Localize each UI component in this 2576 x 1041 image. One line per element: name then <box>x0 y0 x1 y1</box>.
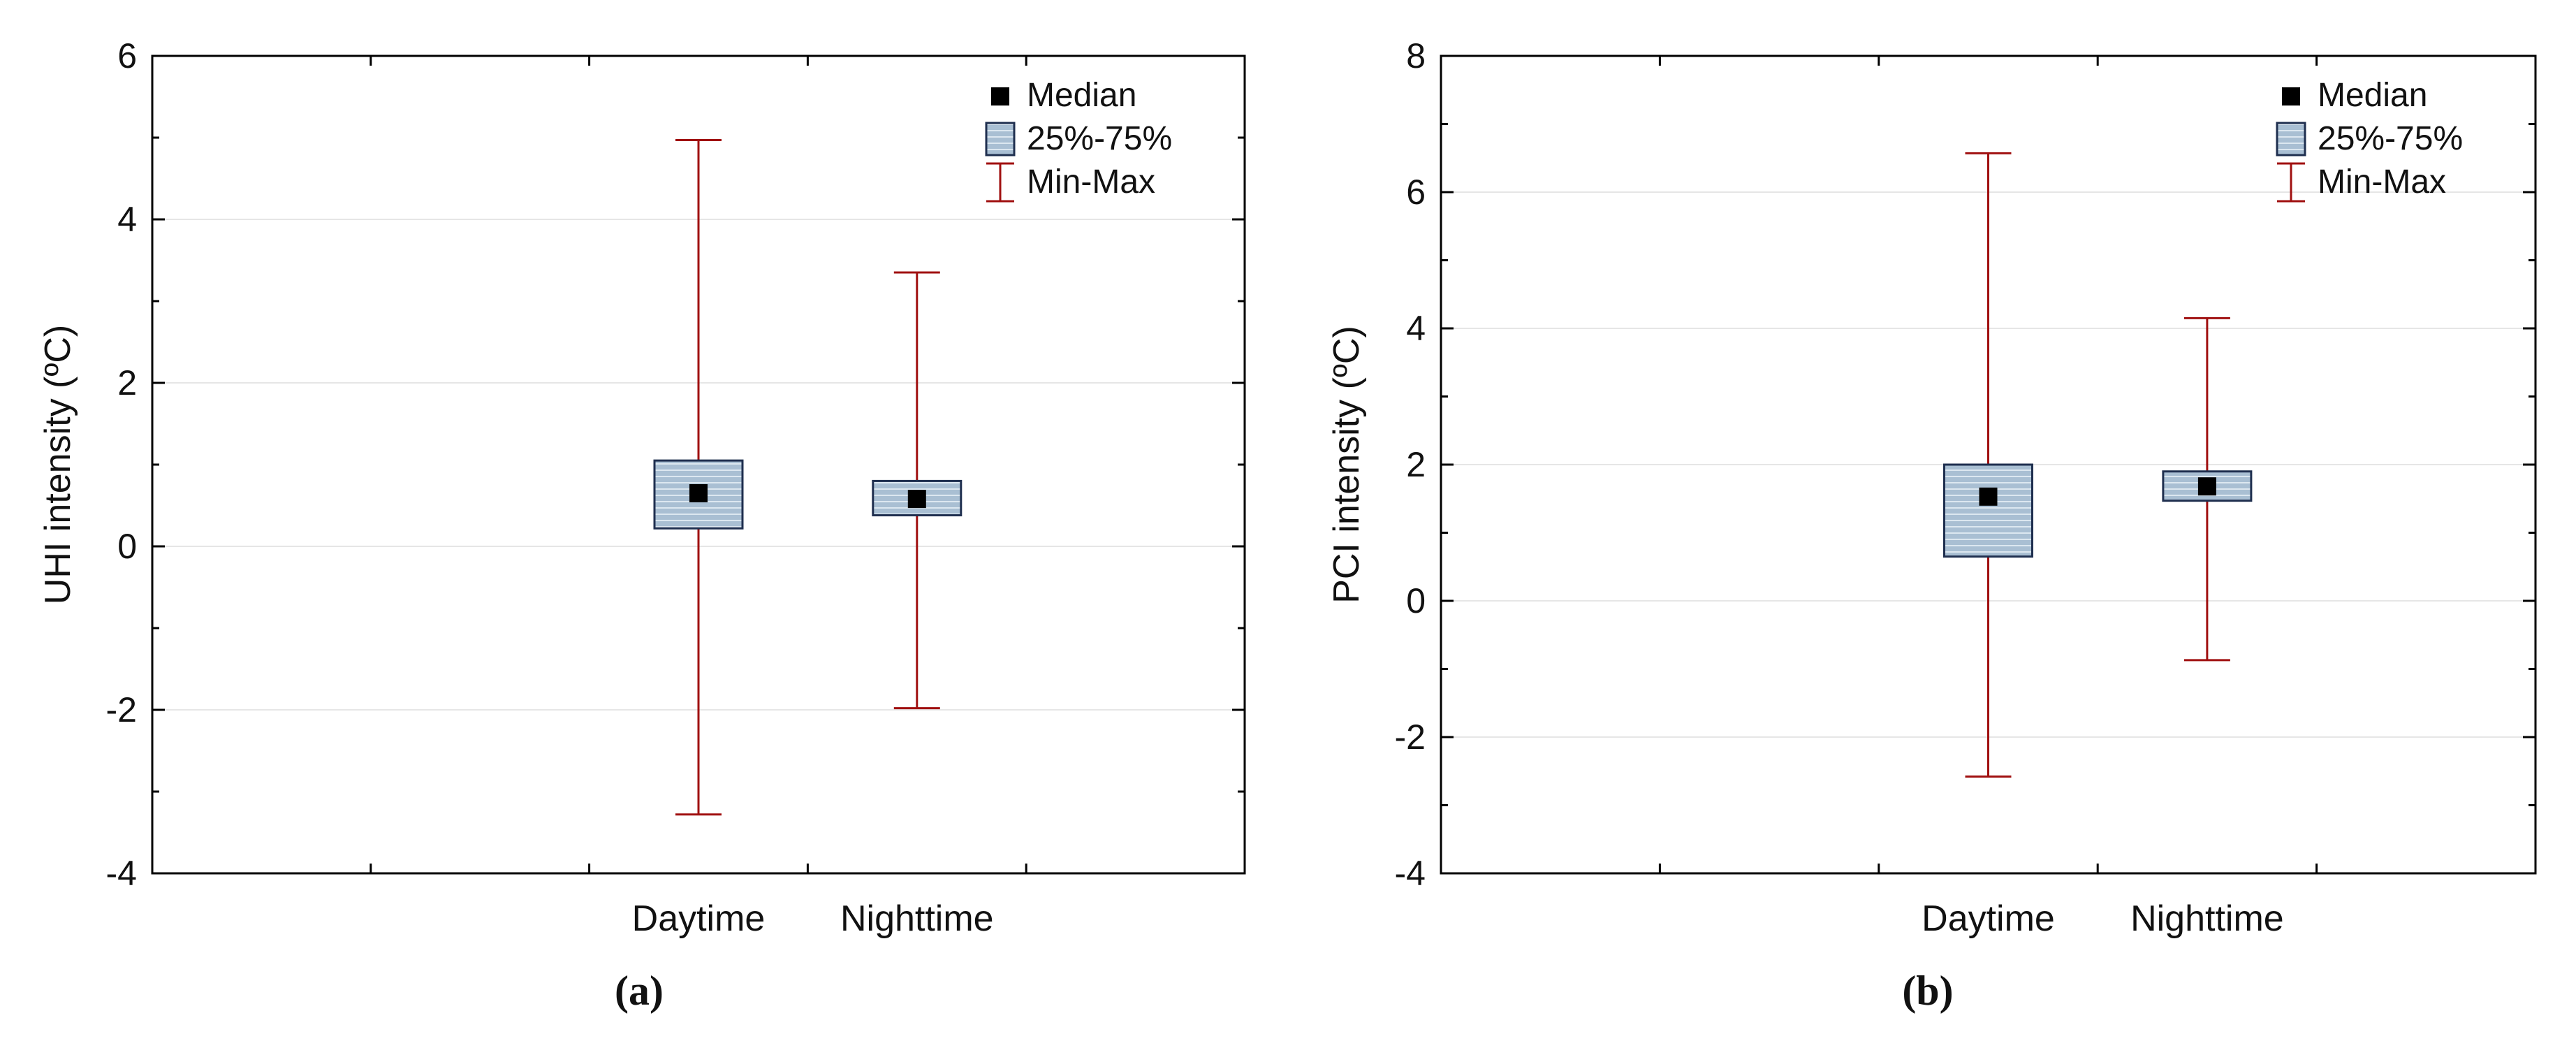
legend-median-symbol <box>991 87 1009 105</box>
y-tick-label: -2 <box>106 690 137 729</box>
box-plot-daytime <box>653 139 744 816</box>
iqr-box <box>872 479 963 517</box>
y-tick-label: 6 <box>1406 173 1426 212</box>
y-tick-label: 2 <box>117 363 137 402</box>
iqr-box <box>1943 463 2033 558</box>
chart-panel-b: PCI intensity (ºC) (b) Median 25%-75% Min-… <box>1326 36 2537 1014</box>
x-tick-label: Daytime <box>1922 898 2055 939</box>
x-tick-label: Nighttime <box>840 898 994 939</box>
y-axis-label: PCI intensity (ºC) <box>1326 326 1367 604</box>
box-plot-nighttime <box>2162 316 2253 662</box>
legend-label-box: 25%-75% <box>1027 120 1172 157</box>
legend-label-whisker: Min-Max <box>1027 163 1155 201</box>
y-tick-label: 0 <box>1406 581 1426 620</box>
legend-label-median: Median <box>2318 77 2427 114</box>
box-plot-nighttime <box>872 271 963 710</box>
x-tick-label: Daytime <box>632 898 766 939</box>
x-axis: Daytime Nighttime <box>369 56 1027 939</box>
legend-label-whisker: Min-Max <box>2318 163 2446 201</box>
median-marker <box>2197 477 2216 496</box>
median-marker <box>1979 487 1998 506</box>
panel-caption: (a) <box>615 968 664 1014</box>
y-tick-label: 4 <box>117 200 137 239</box>
y-tick-label: 8 <box>1406 36 1426 75</box>
y-tick-label: 2 <box>1406 445 1426 484</box>
y-tick-label: -4 <box>1395 854 1426 893</box>
legend-median-symbol <box>2282 87 2300 105</box>
chart-panel-a: UHI intensity (ºC) (a) Median 25%-75% Min-… <box>38 36 1246 1014</box>
y-tick-label: 4 <box>1406 309 1426 348</box>
x-axis: Daytime Nighttime <box>1658 56 2318 939</box>
y-tick-label: -2 <box>1395 718 1426 757</box>
y-tick-label: -4 <box>106 854 137 893</box>
legend: Median 25%-75% Min-Max <box>985 77 1172 203</box>
y-tick-label: 0 <box>117 527 137 566</box>
y-axis: -4 -2 0 2 4 6 8 <box>1395 36 2535 893</box>
legend-label-box: 25%-75% <box>2318 120 2463 157</box>
panel-caption: (b) <box>1902 968 1953 1014</box>
x-tick-label: Nighttime <box>2130 898 2284 939</box>
y-axis-label: UHI intensity (ºC) <box>38 325 78 604</box>
legend: Median 25%-75% Min-Max <box>2276 77 2463 203</box>
median-marker <box>689 483 708 502</box>
iqr-box <box>2162 470 2253 502</box>
legend-label-median: Median <box>1027 77 1136 114</box>
legend-box-symbol <box>985 122 1016 156</box>
median-marker <box>907 490 926 509</box>
box-plot-daytime <box>1943 152 2033 778</box>
y-axis: -4 -2 0 2 4 6 <box>106 36 1245 893</box>
legend-box-symbol <box>2276 122 2306 156</box>
y-tick-label: 6 <box>117 36 137 75</box>
